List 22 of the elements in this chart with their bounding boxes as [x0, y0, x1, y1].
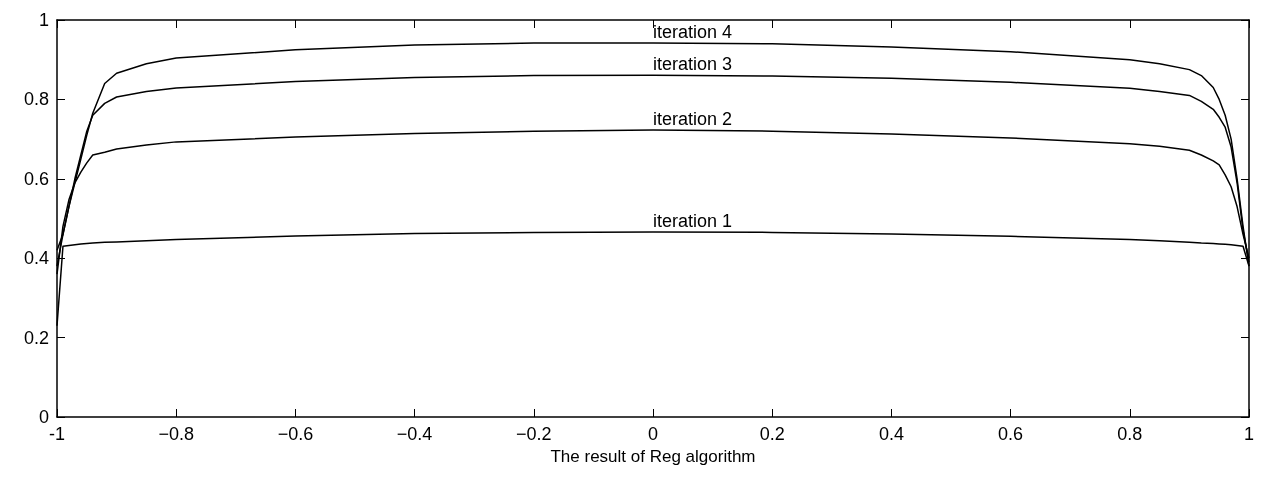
y-tick-label: 1 [38, 10, 49, 30]
series-label: iteration 1 [653, 211, 733, 231]
y-tick-label: 0.8 [23, 89, 49, 110]
series-label: iteration 2 [653, 108, 733, 129]
x-tick-label: 0.4 [878, 424, 904, 444]
x-tick-label: −0.6 [277, 424, 314, 444]
x-tick-label: −0.2 [516, 424, 552, 444]
y-tick-label: 0.6 [23, 168, 49, 189]
legend-label: iteration 4 [653, 22, 733, 43]
x-tick-label: 1 [1243, 424, 1255, 444]
y-tick-label: 0 [38, 407, 49, 427]
x-tick-label: 0.6 [998, 424, 1024, 444]
series-label: iteration 3 [653, 54, 733, 75]
y-tick-label: 0.4 [23, 248, 49, 269]
x-tick-label: −0.4 [396, 424, 433, 444]
x-tick-label: -1 [48, 424, 66, 444]
x-tick-label: 0.8 [1117, 424, 1143, 444]
y-tick-label: 0.2 [23, 327, 49, 348]
x-tick-label: 0.2 [759, 424, 785, 444]
x-tick-label: 0 [647, 424, 659, 444]
x-tick-label: −0.8 [158, 424, 194, 444]
x-axis-title: The result of Reg algorithm [550, 446, 756, 466]
